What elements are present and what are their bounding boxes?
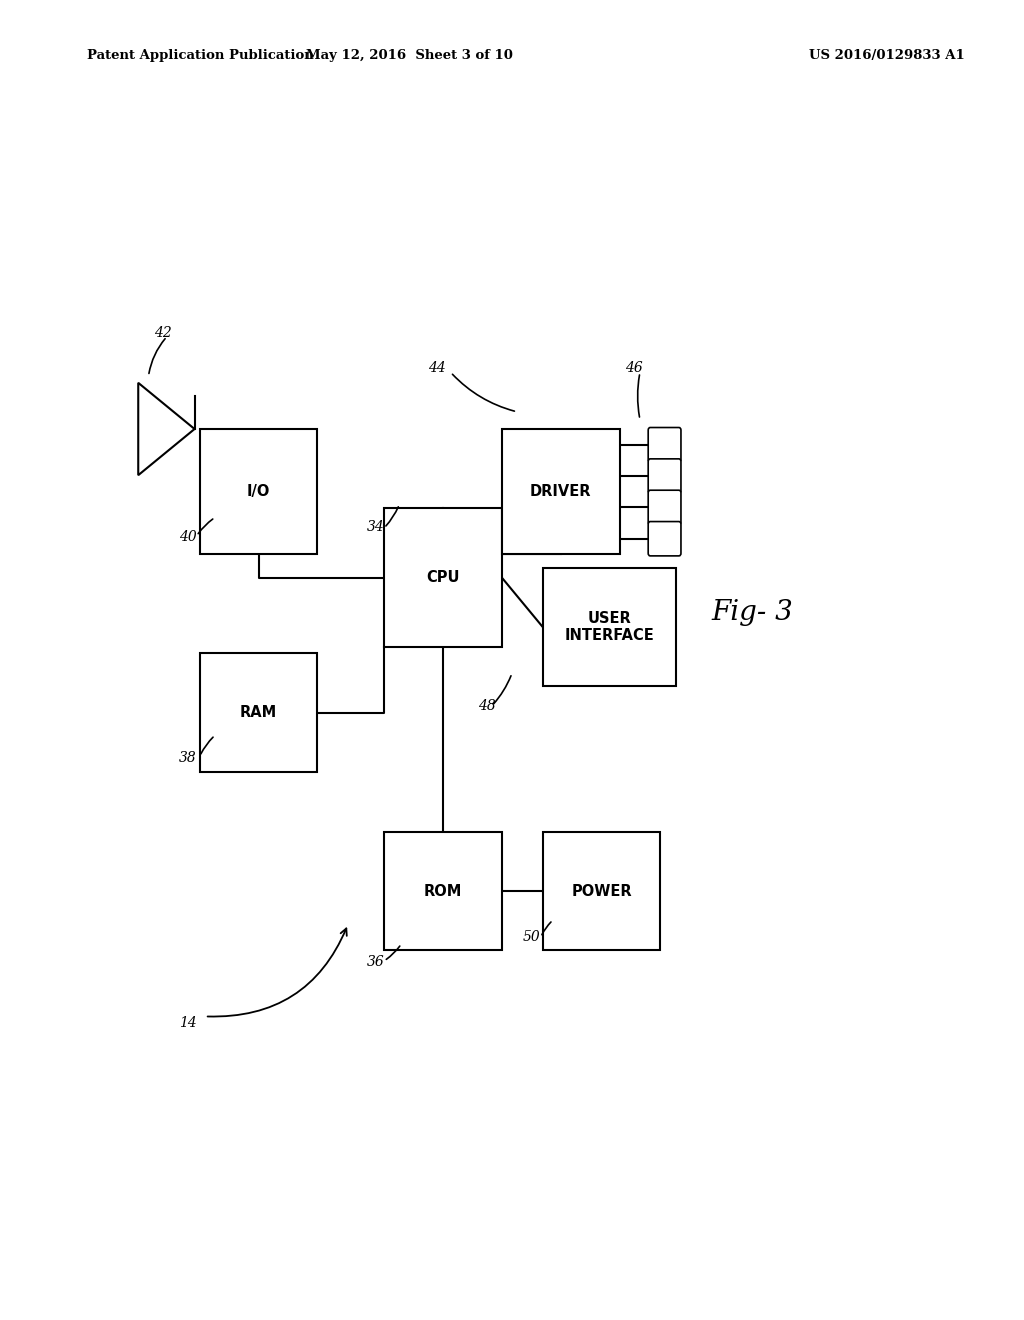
Text: DRIVER: DRIVER (529, 484, 592, 499)
Text: 34: 34 (367, 520, 384, 533)
FancyArrowPatch shape (542, 921, 551, 935)
Text: Fig- 3: Fig- 3 (712, 599, 794, 627)
FancyBboxPatch shape (648, 428, 681, 462)
Text: 14: 14 (179, 1016, 197, 1030)
FancyArrowPatch shape (201, 737, 213, 754)
FancyBboxPatch shape (648, 459, 681, 494)
Text: ROM: ROM (424, 883, 462, 899)
Text: RAM: RAM (240, 705, 278, 721)
Text: 46: 46 (625, 362, 642, 375)
Bar (384, 832, 502, 950)
Text: CPU: CPU (426, 570, 460, 585)
Bar (384, 508, 502, 647)
Bar (200, 653, 317, 772)
Text: 50: 50 (522, 931, 540, 944)
Text: 44: 44 (428, 362, 445, 375)
FancyArrowPatch shape (199, 519, 213, 533)
FancyArrowPatch shape (494, 676, 511, 704)
FancyArrowPatch shape (453, 375, 514, 411)
FancyArrowPatch shape (208, 928, 347, 1016)
Text: May 12, 2016  Sheet 3 of 10: May 12, 2016 Sheet 3 of 10 (306, 49, 513, 62)
Text: 48: 48 (478, 700, 496, 713)
Text: 38: 38 (179, 751, 197, 764)
Text: Patent Application Publication: Patent Application Publication (87, 49, 313, 62)
Text: 36: 36 (367, 956, 384, 969)
FancyArrowPatch shape (386, 507, 398, 525)
Text: USER
INTERFACE: USER INTERFACE (564, 611, 654, 643)
Text: POWER: POWER (571, 883, 632, 899)
FancyArrowPatch shape (148, 339, 165, 374)
FancyBboxPatch shape (648, 521, 681, 556)
FancyBboxPatch shape (648, 490, 681, 524)
FancyArrowPatch shape (638, 375, 639, 417)
Text: I/O: I/O (247, 484, 270, 499)
Bar (543, 832, 660, 950)
FancyArrowPatch shape (386, 946, 399, 960)
Bar (200, 429, 317, 554)
Bar (502, 429, 620, 554)
Text: US 2016/0129833 A1: US 2016/0129833 A1 (809, 49, 965, 62)
Text: 42: 42 (154, 326, 171, 339)
Text: 40: 40 (179, 531, 197, 544)
Bar (543, 568, 676, 686)
